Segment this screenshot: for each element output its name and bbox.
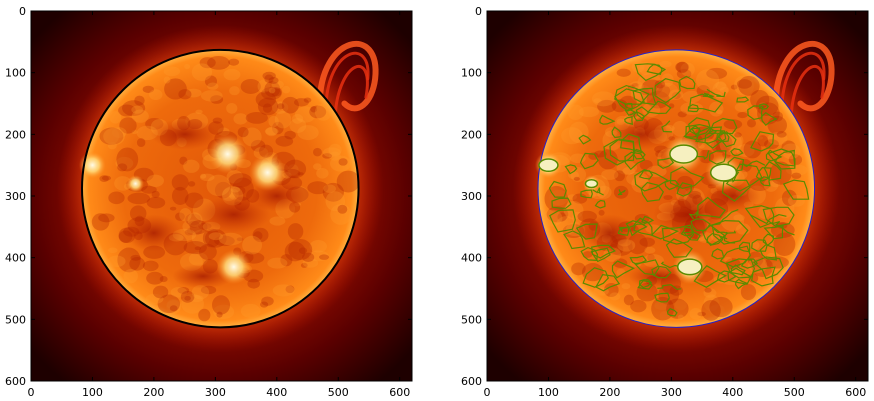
limb-contour (537, 49, 816, 328)
x-tick-label: 0 (28, 386, 35, 399)
y-tick-label: 100 (5, 67, 26, 80)
y-tick-label: 100 (461, 67, 482, 80)
x-tick-label: 400 (266, 386, 287, 399)
y-tick-label: 300 (5, 190, 26, 203)
x-tick-label: 400 (722, 386, 743, 399)
sun-image (31, 11, 412, 381)
x-tick-label: 100 (82, 386, 103, 399)
limb-circle (81, 48, 360, 329)
x-tick-label: 100 (538, 386, 559, 399)
active-region (126, 175, 145, 193)
y-tick-label: 500 (461, 313, 482, 326)
prominence (316, 40, 379, 118)
prominence (772, 40, 835, 118)
x-tick-label: 200 (143, 386, 164, 399)
y-tick-label: 200 (5, 128, 26, 141)
x-tick-label: 600 (845, 386, 866, 399)
active-region (216, 249, 251, 285)
x-tick-label: 500 (784, 386, 805, 399)
y-tick-label: 500 (5, 313, 26, 326)
solar-disk (82, 49, 359, 328)
y-tick-label: 600 (5, 375, 26, 388)
active-region (207, 134, 248, 174)
active-region (249, 154, 287, 192)
y-tick-label: 0 (475, 5, 482, 18)
solar-disk (538, 49, 815, 328)
x-tick-label: 500 (328, 386, 349, 399)
x-tick-label: 600 (389, 386, 410, 399)
x-tick-label: 200 (599, 386, 620, 399)
y-tick-label: 400 (5, 252, 26, 265)
x-tick-label: 300 (205, 386, 226, 399)
y-tick-label: 400 (461, 252, 482, 265)
y-tick-label: 0 (19, 5, 26, 18)
intensity-contours (538, 63, 810, 317)
y-tick-label: 200 (461, 128, 482, 141)
x-tick-label: 300 (661, 386, 682, 399)
sun-image (487, 11, 868, 381)
y-tick-label: 600 (461, 375, 482, 388)
y-tick-label: 300 (461, 190, 482, 203)
x-tick-label: 0 (484, 386, 491, 399)
